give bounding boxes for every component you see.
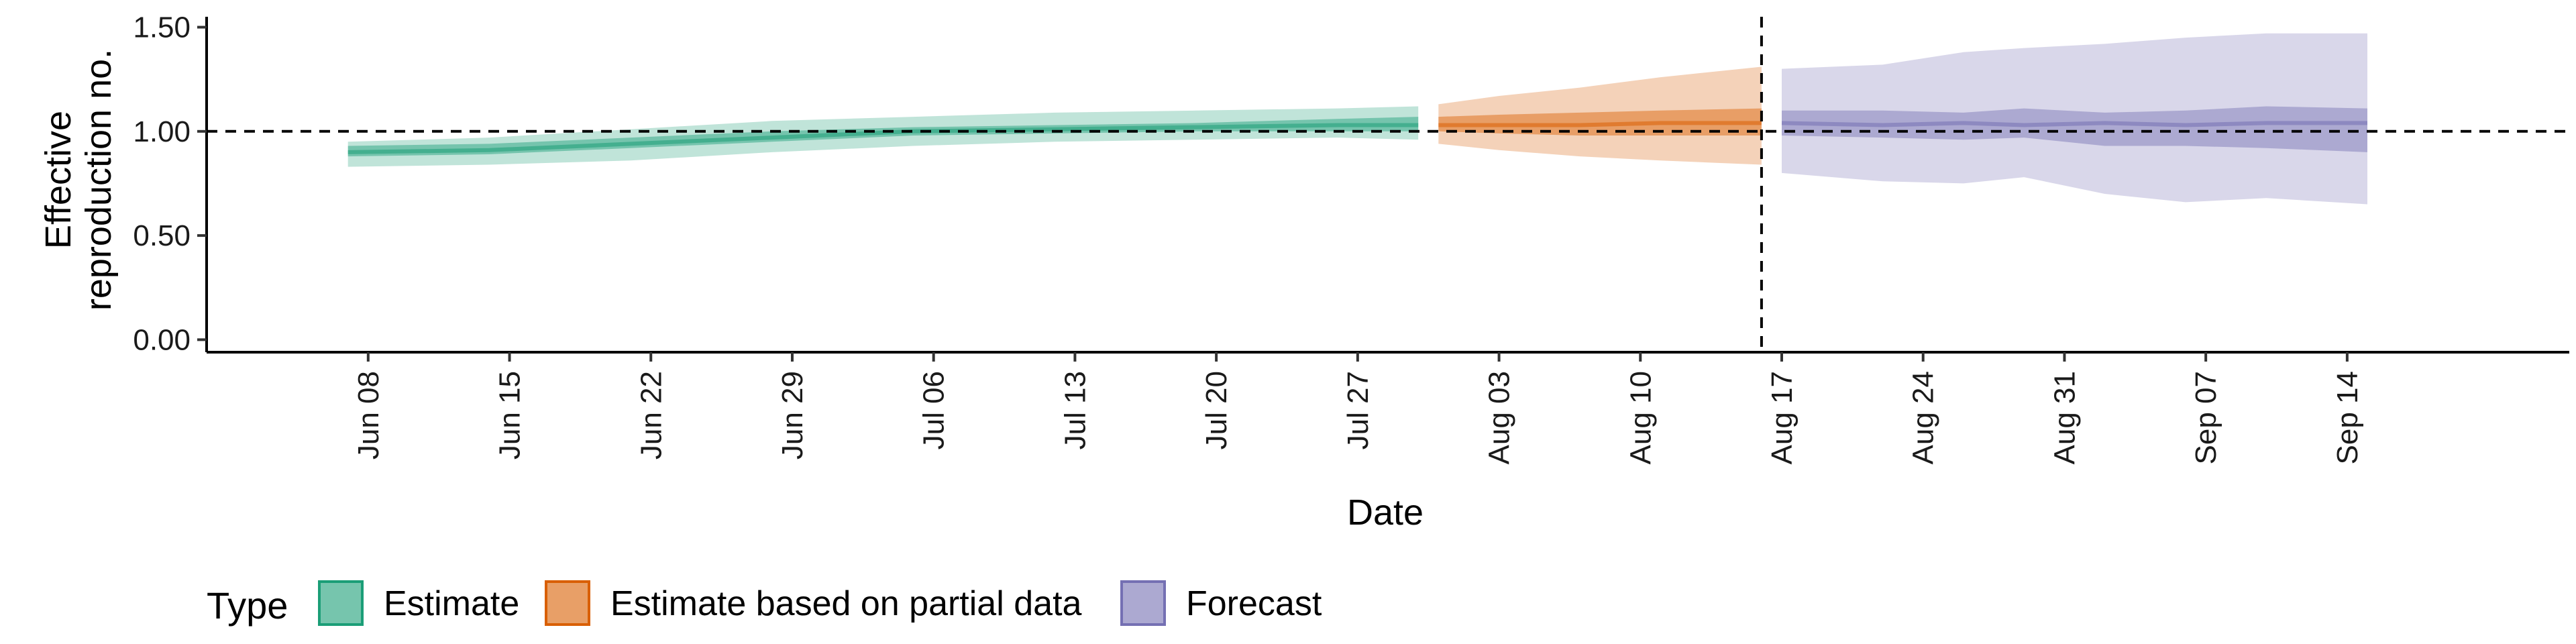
forecast-band-90 — [1782, 33, 2367, 205]
legend-title: Type — [207, 584, 288, 627]
x-tick-label: Aug 31 — [2048, 371, 2081, 464]
x-tick-label: Aug 24 — [1907, 371, 1940, 464]
x-tick-label: Sep 14 — [2331, 371, 2364, 464]
x-tick-label: Jul 20 — [1200, 371, 1233, 449]
legend-label-partial: Estimate based on partial data — [610, 584, 1082, 623]
y-tick-label: 0.00 — [133, 323, 191, 356]
y-tick-label: 1.00 — [133, 115, 191, 148]
y-axis-title: Effective reproduction no. — [38, 49, 119, 311]
x-tick-label: Sep 07 — [2190, 371, 2222, 464]
legend: Type Estimate Estimate based on partial … — [207, 580, 1322, 627]
tick-layer: 0.00 0.50 1.00 1.50 Jun 08 Jun 15 Jun 22 Jun 29… — [133, 11, 2364, 465]
x-axis-title: Date — [1347, 492, 1424, 533]
axes — [205, 17, 2569, 354]
y-axis-title-line-1: Effective — [38, 111, 78, 249]
y-tick-label: 1.50 — [133, 11, 191, 44]
x-tick-label: Jul 06 — [918, 371, 951, 449]
legend-key-forecast — [1120, 580, 1166, 626]
x-tick-label: Aug 03 — [1483, 371, 1516, 464]
x-tick-label: Aug 17 — [1766, 371, 1799, 464]
forecast-band-50 — [1782, 106, 2367, 152]
x-tick-label: Jul 13 — [1059, 371, 1091, 449]
legend-key-estimate — [318, 580, 364, 626]
y-tick-label: 0.50 — [133, 219, 191, 252]
estimate-based-on-partial-data-band-90 — [1438, 66, 1762, 165]
legend-label-forecast: Forecast — [1186, 584, 1322, 623]
legend-key-partial — [545, 580, 590, 626]
estimate-band-90 — [347, 106, 1419, 167]
x-tick-label: Jun 08 — [352, 371, 385, 460]
estimate-based-on-partial-data-band-50 — [1438, 108, 1762, 136]
legend-label-estimate: Estimate — [384, 584, 519, 623]
forecast-median-line — [1781, 121, 2367, 127]
x-tick-label: Jul 27 — [1342, 371, 1375, 449]
x-tick-label: Aug 10 — [1624, 371, 1657, 464]
x-tick-label: Jun 29 — [776, 371, 809, 460]
x-tick-label: Jun 22 — [635, 371, 667, 460]
estimate-median-line — [347, 123, 1419, 154]
estimate-based-on-partial-data-median-line — [1438, 121, 1762, 127]
ribbon-layer — [347, 33, 2367, 205]
x-tick-label: Jun 15 — [494, 371, 527, 460]
y-axis-title-line-2: reproduction no. — [78, 49, 119, 311]
